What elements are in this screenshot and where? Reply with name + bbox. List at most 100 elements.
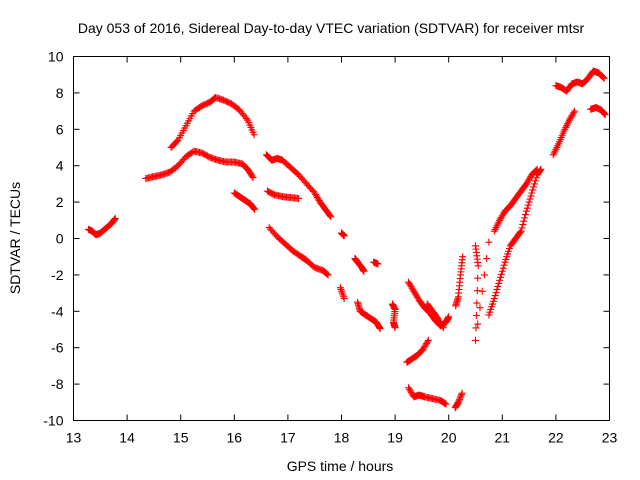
data-point (337, 285, 345, 293)
x-tick-label: 20 (441, 430, 457, 446)
data-point (491, 292, 499, 300)
data-point (454, 398, 462, 406)
chart-title: Day 053 of 2016, Sidereal Day-to-day VTE… (78, 20, 585, 36)
data-point (456, 394, 464, 402)
data-point (490, 295, 498, 303)
series-arc-v (490, 165, 541, 235)
data-point (495, 279, 503, 287)
y-tick-label: -2 (51, 267, 64, 283)
y-axis: -10 -8 -6 -4 -2 0 2 4 6 8 10 (43, 49, 610, 429)
y-tick-label: 2 (56, 194, 64, 210)
data-point (600, 74, 608, 82)
data-point (472, 324, 480, 332)
series-arc-u (485, 165, 545, 319)
series-arc-e (262, 151, 335, 221)
series-arc-s (452, 253, 467, 310)
data-point (497, 273, 505, 281)
data-point (601, 111, 609, 119)
x-tick-label: 14 (119, 430, 135, 446)
data-point (250, 204, 258, 212)
data-point (530, 183, 538, 191)
data-point (500, 261, 508, 269)
x-tick-label: 17 (280, 430, 296, 446)
data-point (336, 284, 344, 292)
y-tick-label: 0 (56, 231, 64, 247)
data-point (424, 336, 432, 344)
data-point (472, 312, 480, 320)
data-point (497, 270, 505, 278)
data-point (600, 109, 608, 117)
data-point (527, 192, 535, 200)
series-arc-h (338, 229, 348, 240)
series-arc-o (423, 300, 447, 332)
data-point (474, 320, 482, 328)
data-point (324, 271, 332, 279)
data-point (250, 131, 258, 139)
data-point (456, 395, 464, 403)
data-point (473, 287, 481, 295)
data-point (455, 397, 463, 405)
data-point (438, 322, 446, 330)
data-point (441, 400, 449, 408)
data-point (374, 260, 382, 268)
data-point (571, 107, 579, 115)
data-point (248, 172, 256, 180)
data-point (445, 313, 453, 321)
y-tick-label: 10 (48, 49, 64, 65)
series-arc-j (351, 255, 368, 275)
y-tick-label: -8 (51, 376, 64, 392)
data-point (473, 299, 481, 307)
data-point (485, 238, 493, 246)
data-point (457, 391, 465, 399)
data-point (375, 324, 383, 332)
data-point (458, 389, 466, 397)
series-arc-w (549, 107, 579, 159)
data-point (531, 177, 539, 185)
data-point (496, 276, 504, 284)
data-point (493, 285, 501, 293)
data-point (339, 291, 347, 299)
series-arc-y (587, 103, 609, 119)
series-arc-t (472, 238, 493, 344)
series-arc-l (354, 298, 384, 333)
y-tick-label: 4 (56, 158, 64, 174)
series-arc-m (388, 300, 399, 332)
x-tick-label: 16 (227, 430, 243, 446)
y-tick-label: -10 (43, 413, 63, 429)
data-point (242, 115, 250, 123)
data-point (173, 137, 181, 145)
plot-frame (73, 56, 610, 421)
data-point (517, 227, 525, 235)
data-point (376, 325, 384, 333)
data-point (111, 214, 119, 222)
x-axis: 13 14 15 16 17 18 19 20 21 22 23 (66, 56, 617, 446)
data-point (323, 270, 331, 278)
series-arc-d (230, 189, 259, 213)
data-point (492, 288, 500, 296)
series-arc-i (336, 284, 348, 303)
data-point (518, 224, 526, 232)
data-point (523, 204, 531, 212)
data-point (326, 211, 334, 219)
data-point (499, 264, 507, 272)
data-point (533, 165, 541, 173)
series-arc-a (85, 214, 119, 239)
data-point (295, 194, 303, 202)
data-point (338, 289, 346, 297)
data-point (480, 271, 488, 279)
data-point (478, 287, 486, 295)
data-point (516, 228, 524, 236)
x-tick-label: 15 (173, 430, 189, 446)
data-point (338, 287, 346, 295)
x-tick-label: 13 (66, 430, 82, 446)
data-point (483, 255, 491, 263)
data-point (251, 205, 259, 213)
y-tick-label: 6 (56, 121, 64, 137)
data-point (599, 73, 607, 81)
data-point (521, 214, 529, 222)
data-point (249, 174, 257, 182)
data-point (457, 392, 465, 400)
data-point (474, 274, 482, 282)
data-point (519, 221, 527, 229)
